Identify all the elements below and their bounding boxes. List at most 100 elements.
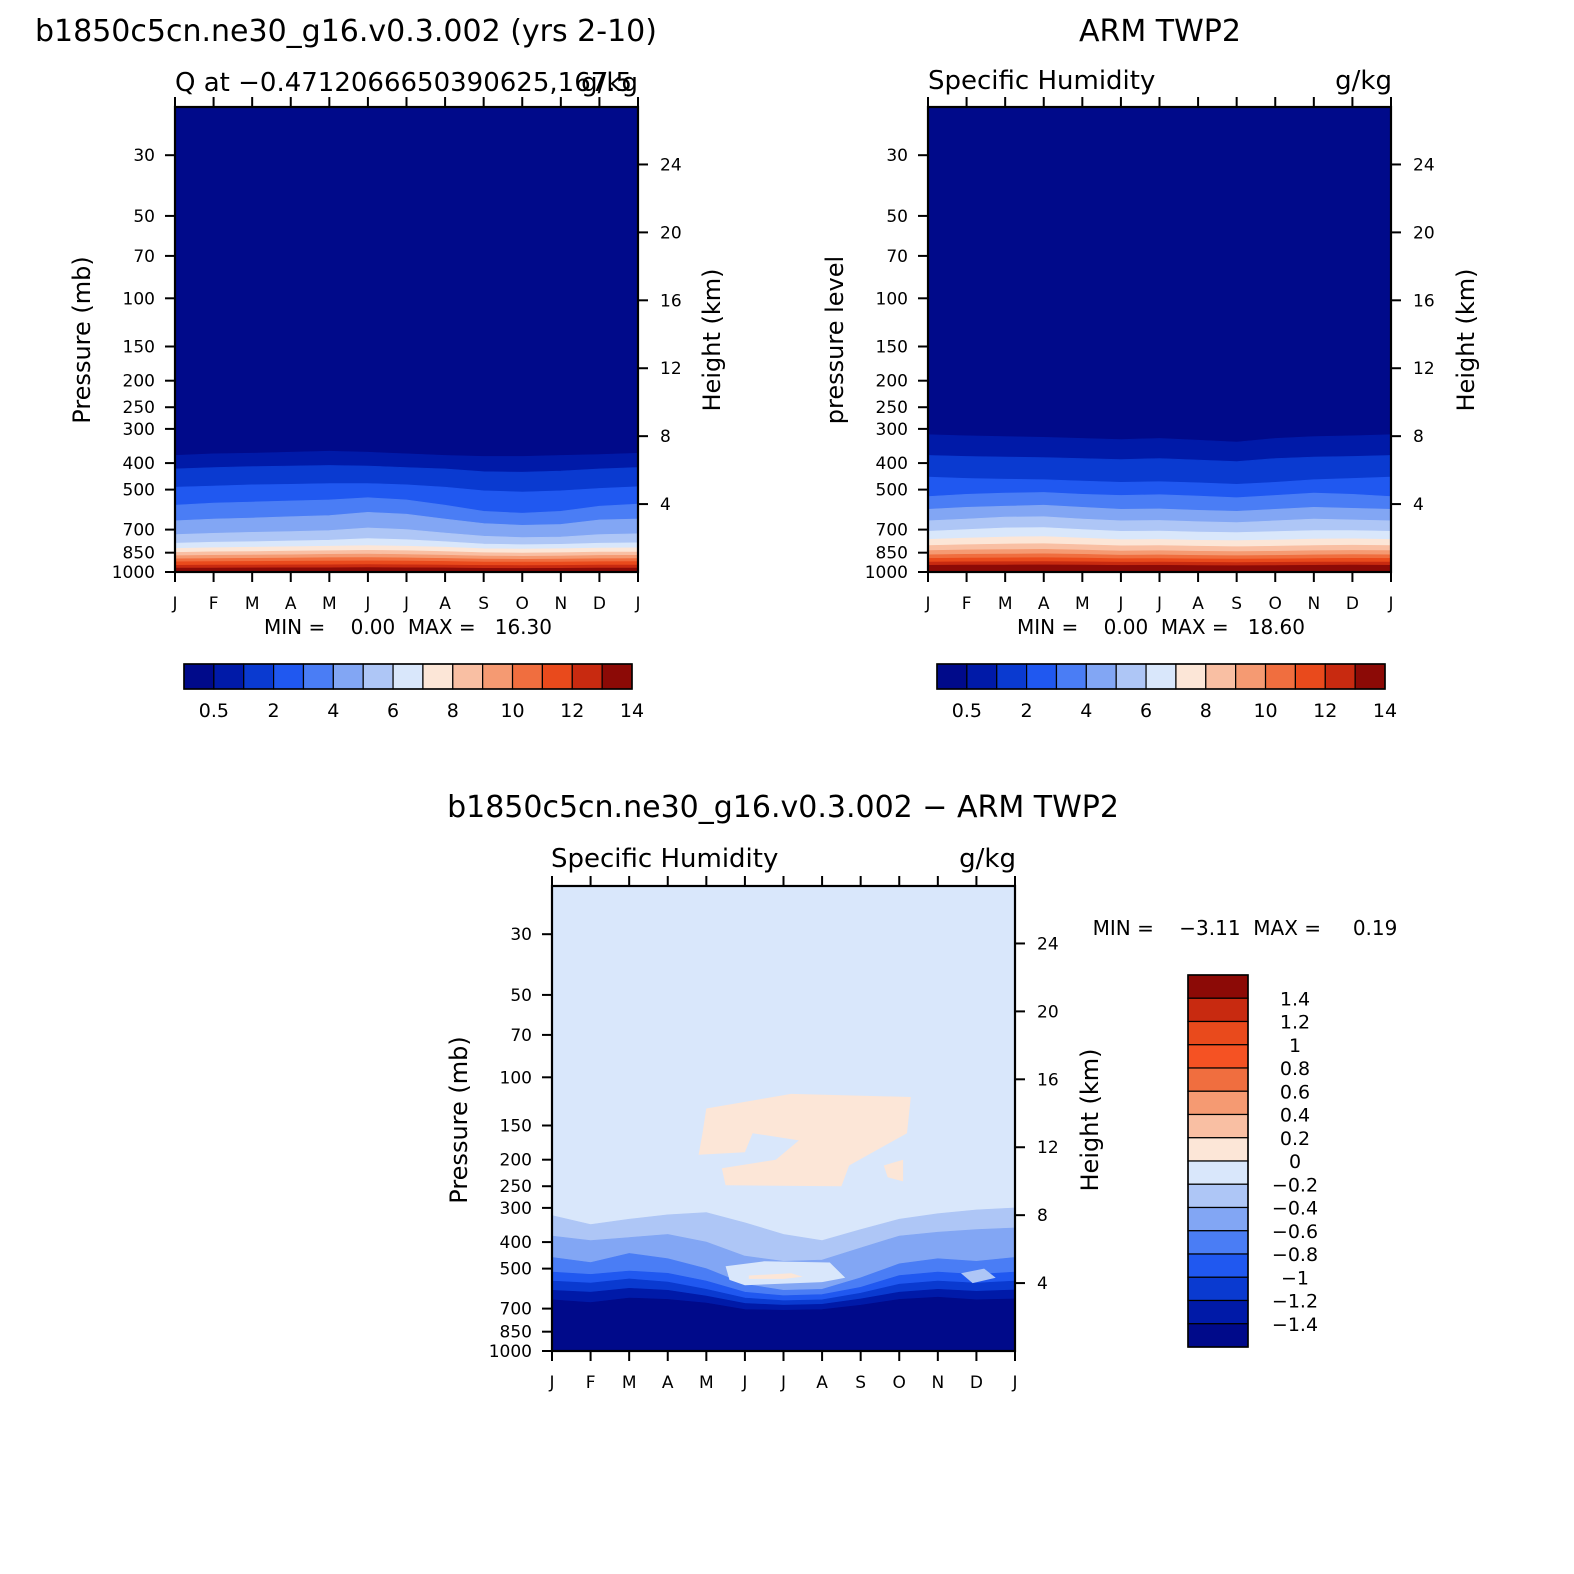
pressure-tick-label: 500 — [500, 1260, 532, 1280]
height-tick-label: 24 — [1037, 934, 1059, 954]
colorbar-label: −0.6 — [1272, 1221, 1318, 1243]
colorbar-swatch — [1187, 997, 1249, 1023]
colorbar-swatch — [1115, 663, 1147, 690]
colorbar-swatch — [1187, 1206, 1249, 1232]
month-tick-label: M — [322, 594, 337, 614]
month-tick-label: N — [1307, 594, 1320, 614]
pressure-tick-label: 200 — [876, 372, 908, 392]
colorbar-swatch — [1187, 1183, 1249, 1209]
month-tick-label: N — [931, 1373, 944, 1393]
month-tick-label: J — [741, 1373, 747, 1393]
colorbar-swatch — [452, 663, 484, 690]
colorbar-swatch — [1187, 1113, 1249, 1139]
colorbar-swatch — [273, 663, 305, 690]
month-tick-label: M — [699, 1373, 714, 1393]
panel-obs-colorbar: 0.5 2 4 6 8 10 12 14 — [936, 663, 1397, 722]
colorbar-swatch — [1235, 663, 1267, 690]
contour-field — [928, 107, 1391, 572]
panel-model-units: g/kg — [581, 68, 638, 98]
month-tick-label: J — [171, 594, 177, 614]
month-tick-label: O — [516, 594, 529, 614]
pressure-tick-label: 250 — [876, 398, 908, 418]
colorbar-swatch — [511, 663, 543, 690]
month-tick-label: S — [478, 594, 489, 614]
pressure-tick-label: 30 — [133, 146, 155, 166]
contour-band-6 — [552, 1296, 1015, 1351]
colorbar-label: 0 — [1289, 1151, 1301, 1173]
pressure-tick-label: 30 — [886, 146, 908, 166]
colorbar-swatch — [1085, 663, 1117, 690]
colorbar-swatch — [601, 663, 633, 690]
month-tick-label: F — [209, 594, 219, 614]
colorbar-label: −0.8 — [1272, 1244, 1318, 1266]
month-tick-label: A — [816, 1373, 828, 1393]
colorbar-swatch — [966, 663, 998, 690]
colorbar-swatch — [1187, 1020, 1249, 1046]
colorbar-swatch — [1175, 663, 1207, 690]
month-tick-label: O — [893, 1373, 906, 1393]
colorbar-label: 0.5 — [199, 700, 229, 722]
pressure-tick-label: 50 — [133, 207, 155, 227]
colorbar-frame — [1187, 974, 1249, 1348]
height-tick-label: 16 — [660, 291, 682, 311]
colorbar-label: 12 — [560, 700, 584, 722]
contour-band-13 — [928, 564, 1391, 572]
colorbar-swatch — [1187, 1044, 1249, 1069]
contour-blob-2 — [725, 1261, 846, 1286]
height-tick-label: 16 — [1413, 291, 1435, 311]
colorbar-label: −1 — [1281, 1267, 1309, 1289]
month-tick-label: A — [1038, 594, 1050, 614]
contour-blob-4 — [961, 1268, 996, 1284]
month-tick-label: M — [245, 594, 260, 614]
pressure-tick-label: 150 — [123, 338, 155, 358]
colorbar-label: 1 — [1289, 1035, 1301, 1057]
colorbar-swatch — [392, 663, 424, 690]
panel-diff-ylabel-right: Height (km) — [1076, 1049, 1104, 1192]
colorbar-swatch — [302, 663, 334, 690]
panel-diff-ylabel: Pressure (mb) — [445, 1036, 473, 1203]
colorbar-swatch — [1187, 1253, 1249, 1278]
month-tick-label: S — [1231, 594, 1242, 614]
panel-diff-title: b1850c5cn.ne30_g16.v0.3.002 − ARM TWP2 — [447, 790, 1119, 825]
panel-obs-minmax: MIN = 0.00 MAX = 18.60 — [1017, 615, 1305, 639]
colorbar-swatch — [1187, 1090, 1249, 1116]
colorbar-label: 1.2 — [1280, 1012, 1310, 1034]
colorbar-label: −0.4 — [1272, 1198, 1318, 1220]
pressure-tick-label: 500 — [876, 481, 908, 501]
colorbar-label: 0.6 — [1280, 1081, 1310, 1103]
colorbar-frame — [183, 663, 633, 690]
month-tick-label: J — [1387, 594, 1393, 614]
panel-obs-left-subtitle: Specific Humidity — [928, 66, 1155, 96]
panel-obs: ARM TWP2 Specific Humidity g/kg 30 50 70 10… — [821, 14, 1480, 722]
colorbar-label: 0.2 — [1280, 1128, 1310, 1150]
colorbar-label: 2 — [1021, 700, 1033, 722]
height-tick-label: 24 — [1413, 155, 1435, 175]
pressure-tick-label: 1000 — [112, 563, 155, 583]
colorbar-swatch — [1294, 663, 1326, 690]
month-tick-label: J — [780, 1373, 786, 1393]
colorbar-label: 2 — [268, 700, 280, 722]
colorbar-swatch — [1324, 663, 1356, 690]
pressure-tick-label: 150 — [500, 1117, 532, 1137]
pressure-tick-label: 250 — [500, 1177, 532, 1197]
colorbar-label: 14 — [620, 700, 644, 722]
month-tick-label: A — [285, 594, 297, 614]
pressure-tick-label: 1000 — [489, 1342, 532, 1362]
colorbar-label: 0.5 — [952, 700, 982, 722]
colorbar-label: 12 — [1313, 700, 1337, 722]
pressure-tick-label: 850 — [500, 1323, 532, 1343]
pressure-tick-label: 70 — [133, 247, 155, 267]
month-tick-label: J — [548, 1373, 554, 1393]
height-tick-label: 4 — [660, 495, 671, 515]
panel-model: b1850c5cn.ne30_g16.v0.3.002 (yrs 2-10) Q… — [35, 14, 726, 722]
pressure-tick-label: 500 — [123, 481, 155, 501]
panel-obs-ylabel: pressure level — [821, 256, 849, 424]
pressure-tick-label: 400 — [123, 454, 155, 474]
colorbar-swatch — [422, 663, 454, 690]
colorbar-label: 10 — [500, 700, 524, 722]
pressure-tick-label: 300 — [123, 420, 155, 440]
colorbar-swatch — [482, 663, 514, 690]
height-tick-label: 24 — [660, 155, 682, 175]
panel-diff: b1850c5cn.ne30_g16.v0.3.002 − ARM TWP2 S… — [445, 790, 1397, 1393]
pressure-tick-label: 100 — [123, 289, 155, 309]
